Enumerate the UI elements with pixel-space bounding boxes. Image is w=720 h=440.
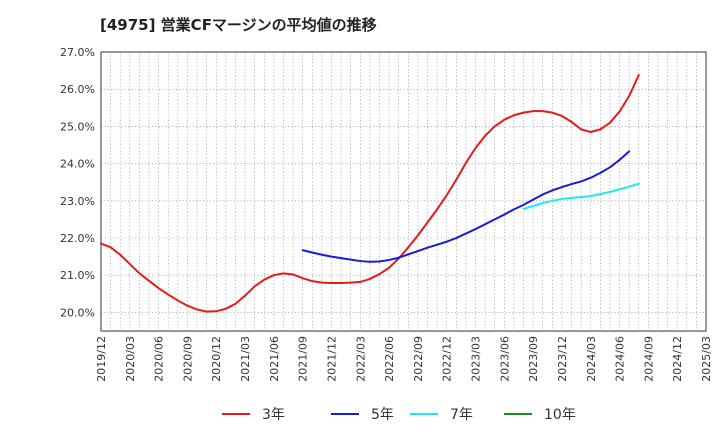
series-line-1	[301, 150, 631, 263]
y-tick-label: 23.0%	[60, 195, 95, 208]
x-tick-label: 2019/12	[95, 336, 108, 382]
axis-layer: 20.0% 21.0% 22.0% 23.0% 24.0% 25.0% 26.0% 27.0%…	[60, 46, 713, 382]
chart-title: [4975] 営業CFマージンの平均値の推移	[100, 16, 377, 34]
legend-label-3: 10年	[544, 407, 576, 423]
x-tick-label: 2023/06	[498, 336, 511, 382]
series-layer	[100, 74, 640, 313]
series-line-2	[522, 182, 640, 210]
x-tick-label: 2023/12	[556, 336, 569, 382]
plot-frame	[100, 51, 707, 332]
y-tick-label: 27.0%	[60, 46, 95, 59]
x-tick-label: 2023/09	[527, 336, 540, 382]
x-tick-label: 2022/09	[412, 336, 425, 382]
x-tick-label: 2023/03	[470, 336, 483, 382]
x-tick-label: 2020/12	[210, 336, 223, 382]
x-tick-label: 2020/09	[181, 336, 194, 382]
x-tick-label: 2022/03	[354, 336, 367, 382]
x-tick-label: 2024/06	[614, 336, 627, 382]
plot-area	[101, 52, 706, 331]
x-tick-label: 2021/09	[297, 336, 310, 382]
x-tick-label: 2024/12	[671, 336, 684, 382]
y-tick-label: 20.0%	[60, 306, 95, 319]
x-tick-label: 2021/03	[239, 336, 252, 382]
legend-label-0: 3年	[262, 407, 285, 423]
x-tick-label: 2020/06	[153, 336, 166, 382]
y-tick-label: 24.0%	[60, 158, 95, 171]
grid-layer	[101, 51, 706, 331]
legend-layer: 3年 5年 7年 10年	[222, 407, 576, 423]
x-tick-label: 2021/12	[325, 336, 338, 382]
legend-label-2: 7年	[450, 407, 473, 423]
y-tick-label: 22.0%	[60, 232, 95, 245]
y-tick-label: 21.0%	[60, 269, 95, 282]
x-tick-label: 2025/03	[700, 336, 713, 382]
x-tick-label: 2022/12	[441, 336, 454, 382]
y-tick-label: 25.0%	[60, 120, 95, 133]
series-line-0	[100, 74, 640, 313]
x-tick-label: 2024/09	[642, 336, 655, 382]
y-tick-label: 26.0%	[60, 83, 95, 96]
x-tick-label: 2024/03	[585, 336, 598, 382]
legend-label-1: 5年	[371, 407, 394, 423]
x-tick-label: 2020/03	[124, 336, 137, 382]
x-tick-label: 2021/06	[268, 336, 281, 382]
x-tick-label: 2022/06	[383, 336, 396, 382]
